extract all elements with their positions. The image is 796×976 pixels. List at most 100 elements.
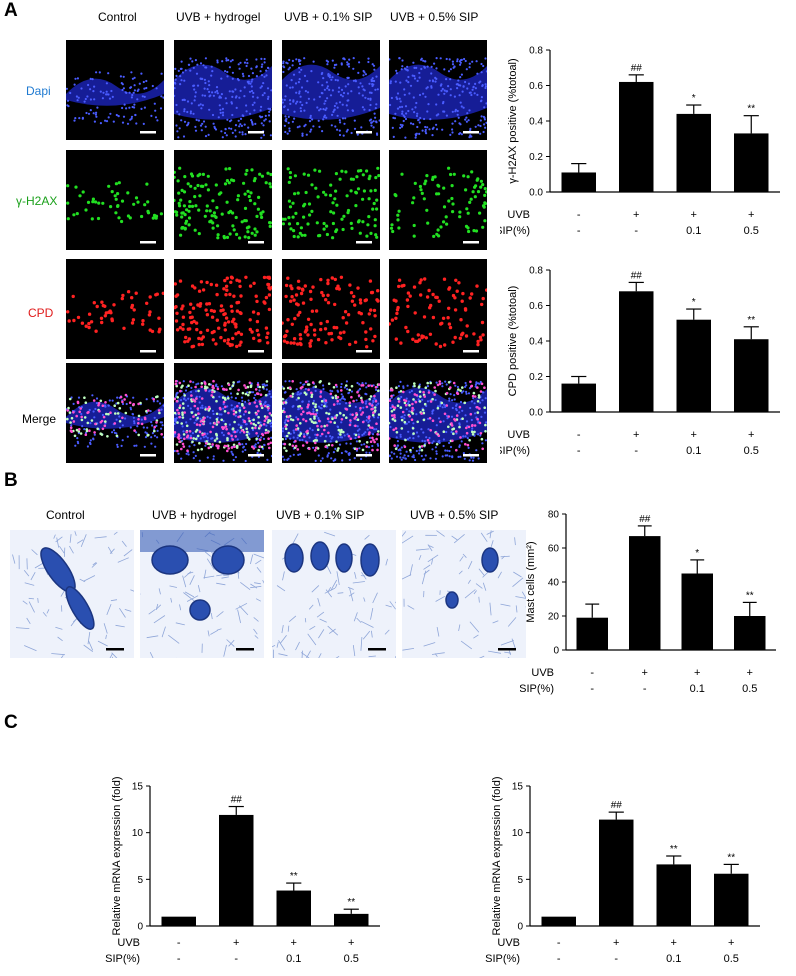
uvb-row-label: UVB — [531, 667, 554, 679]
significance-label-2: ## — [631, 270, 643, 281]
micrograph-merge-col2 — [174, 363, 272, 463]
sip-row-label: SIP(%) — [105, 953, 140, 965]
sip-value: - — [177, 953, 181, 965]
y-tick-label: 0 — [517, 922, 523, 933]
bar-1 — [161, 916, 196, 926]
sip-value: - — [557, 953, 561, 965]
micrograph-merge-col4 — [389, 363, 487, 463]
uvb-value: + — [633, 429, 639, 441]
y-tick-label: 60 — [548, 544, 560, 555]
sip-value: 0.5 — [744, 445, 759, 457]
panel-b-column-title-uvb-05-sip: UVB + 0.5% SIP — [410, 508, 499, 522]
uvb-row-label: UVB — [117, 937, 140, 949]
histology-image-col4 — [402, 530, 526, 658]
scale-bar — [356, 454, 372, 457]
significance-label-4: ** — [347, 897, 355, 908]
sip-value: - — [590, 683, 594, 695]
significance-label-3: * — [695, 548, 699, 559]
scale-bar — [356, 241, 372, 244]
micrograph-cpd-col1 — [66, 259, 164, 359]
uvb-row-label: UVB — [497, 937, 520, 949]
y-tick-label: 0.6 — [529, 81, 543, 92]
y-tick-label: 0 — [553, 646, 559, 657]
panel-label-c: C — [4, 712, 18, 733]
bar-1 — [541, 916, 576, 926]
scale-bar — [463, 131, 479, 134]
row-label-dapi: Dapi — [26, 84, 51, 98]
y-tick-label: 0.4 — [529, 337, 543, 348]
bar-2 — [599, 819, 634, 926]
y-tick-label: 5 — [517, 875, 523, 886]
y-tick-label: 0.0 — [529, 188, 543, 199]
panel-a-column-title-uvb-05-sip: UVB + 0.5% SIP — [390, 10, 479, 24]
uvb-value: + — [642, 667, 648, 679]
significance-label-3: ** — [670, 844, 678, 855]
significance-label-4: ** — [747, 104, 755, 115]
uvb-value: + — [233, 937, 239, 949]
uvb-value: + — [671, 937, 677, 949]
uvb-value: + — [613, 937, 619, 949]
scale-bar — [356, 350, 372, 353]
bar-2 — [619, 81, 654, 192]
micrograph-h2ax-col1 — [66, 150, 164, 250]
tnfa-bar-chart: 0 5 10 15 Relative mRNA expression (fold) ## *… — [485, 777, 760, 965]
sip-value: 0.5 — [724, 953, 739, 965]
uvb-row-label: UVB — [507, 429, 530, 441]
uvb-value: - — [577, 429, 581, 441]
sip-value: 0.5 — [344, 953, 359, 965]
scale-bar — [248, 241, 264, 244]
y-tick-label: 0.6 — [529, 301, 543, 312]
y-tick-label: 0 — [137, 922, 143, 933]
scale-bar — [368, 648, 386, 651]
bar-4 — [734, 339, 769, 412]
sip-row-label: SIP(%) — [520, 683, 554, 695]
micrograph-h2ax-col3 — [282, 150, 380, 250]
bar-3 — [276, 890, 311, 926]
histology-image-col2 — [140, 530, 264, 658]
y-tick-label: 15 — [512, 782, 524, 793]
significance-label-2: ## — [639, 514, 651, 525]
row-label-h2ax: γ-H2AX — [16, 194, 58, 208]
uvb-value: + — [747, 667, 753, 679]
bar-4 — [714, 873, 749, 926]
panel-label-b: B — [4, 470, 18, 491]
bar-1 — [561, 383, 596, 412]
panel-b-column-title-control: Control — [46, 508, 85, 522]
sip-value: - — [577, 445, 581, 457]
y-axis-label: Relative mRNA expression (fold) — [491, 777, 503, 936]
sip-value: - — [614, 953, 618, 965]
sip-value: 0.5 — [744, 225, 759, 237]
scale-bar — [248, 454, 264, 457]
scale-bar — [463, 454, 479, 457]
y-tick-label: 0.2 — [529, 372, 543, 383]
micrograph-cpd-col2 — [174, 259, 272, 359]
panel-b-column-title-uvb-01-sip: UVB + 0.1% SIP — [276, 508, 365, 522]
uvb-value: - — [590, 667, 594, 679]
bar-2 — [629, 536, 661, 650]
scale-bar — [463, 241, 479, 244]
uvb-value: + — [694, 667, 700, 679]
y-tick-label: 20 — [548, 612, 560, 623]
histology-image-col1 — [10, 530, 134, 658]
uvb-value: + — [748, 209, 754, 221]
panel-a-column-title-uvb-01-sip: UVB + 0.1% SIP — [284, 10, 373, 24]
uvb-value: + — [728, 937, 734, 949]
micrograph-cpd-col4 — [389, 259, 487, 359]
micrograph-dapi-col1 — [66, 40, 164, 140]
sip-value: - — [634, 225, 638, 237]
scale-bar — [248, 350, 264, 353]
sip-row-label: SIP(%) — [485, 953, 520, 965]
significance-label-2: ## — [631, 63, 643, 74]
uvb-value: + — [691, 209, 697, 221]
micrograph-cpd-col3 — [282, 259, 380, 359]
sip-value: - — [234, 953, 238, 965]
micrograph-merge-col1 — [66, 363, 164, 463]
scale-bar — [140, 131, 156, 134]
uvb-value: + — [748, 429, 754, 441]
sip-value: - — [634, 445, 638, 457]
y-tick-label: 10 — [512, 828, 524, 839]
micrograph-merge-col3 — [282, 363, 380, 463]
histology-image-col3 — [272, 530, 396, 658]
significance-label-4: ** — [727, 852, 735, 863]
bar-2 — [219, 814, 254, 926]
